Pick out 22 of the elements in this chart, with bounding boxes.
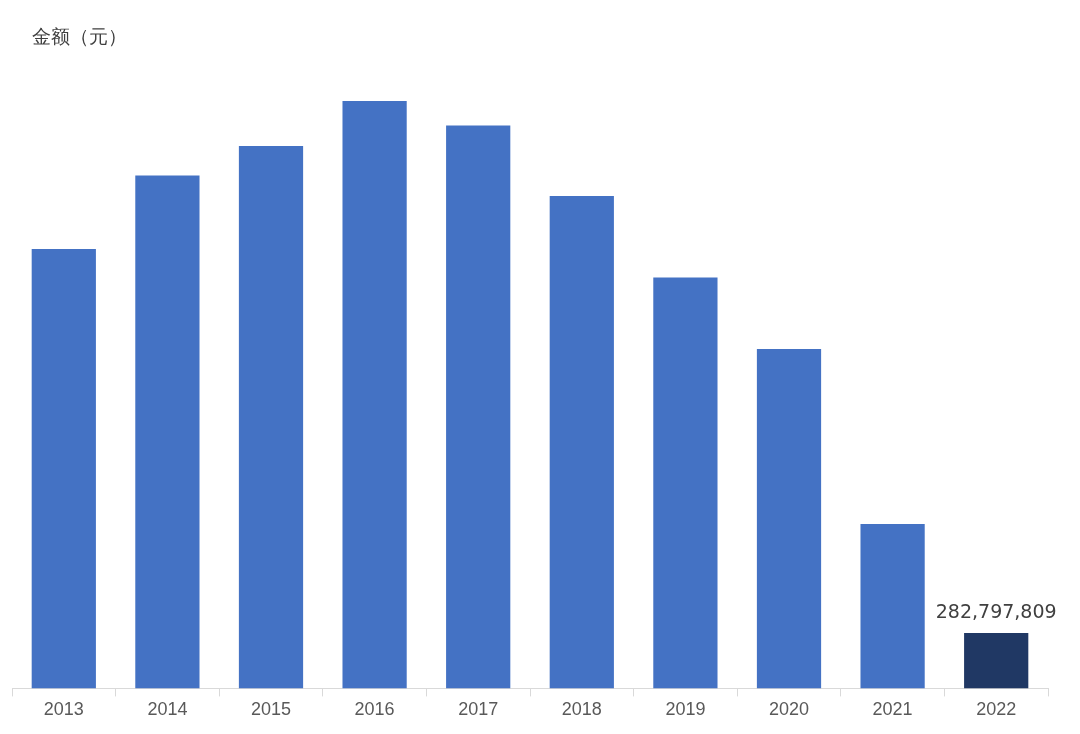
- x-tick-label: 2022: [976, 699, 1017, 720]
- bar: [446, 125, 511, 689]
- bar: [238, 146, 304, 689]
- bar: [549, 196, 614, 689]
- bar: [342, 100, 407, 689]
- bar: [756, 349, 822, 689]
- x-tick-label: 2020: [768, 699, 810, 720]
- x-tick-label: 2021: [872, 699, 913, 720]
- bar: [135, 175, 200, 689]
- bar: [31, 249, 96, 689]
- bar: [964, 632, 1029, 689]
- data-label: 282,797,809: [935, 600, 1057, 623]
- x-tick-label: 2015: [250, 699, 292, 720]
- x-tick-label: 2016: [354, 699, 395, 720]
- x-tick-label: 2019: [665, 699, 706, 720]
- bar: [860, 524, 925, 689]
- x-tick-label: 2013: [43, 699, 84, 720]
- y-axis-title: 金额（元）: [32, 24, 127, 49]
- x-tick-label: 2014: [147, 699, 188, 720]
- x-tick-label: 2018: [561, 699, 602, 720]
- x-tick-label: 2017: [458, 699, 499, 720]
- bar: [653, 277, 718, 689]
